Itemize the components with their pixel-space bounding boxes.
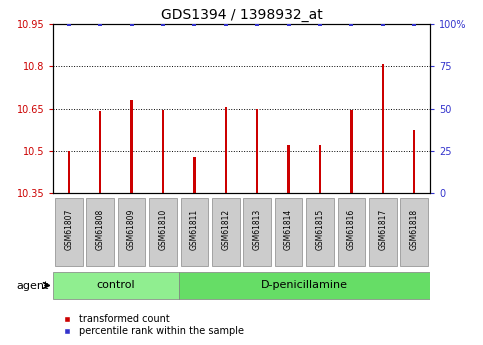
Legend: transformed count, percentile rank within the sample: transformed count, percentile rank withi… <box>53 310 248 340</box>
Text: control: control <box>97 280 135 290</box>
Point <box>285 21 293 27</box>
FancyBboxPatch shape <box>400 198 428 266</box>
FancyBboxPatch shape <box>275 198 302 266</box>
FancyBboxPatch shape <box>86 198 114 266</box>
Point <box>348 21 355 27</box>
Text: GSM61818: GSM61818 <box>410 208 419 250</box>
Text: GSM61815: GSM61815 <box>315 208 325 250</box>
Text: GSM61814: GSM61814 <box>284 208 293 250</box>
Point <box>222 21 230 27</box>
Bar <box>319 145 321 193</box>
FancyBboxPatch shape <box>338 198 365 266</box>
FancyBboxPatch shape <box>243 198 271 266</box>
Point <box>97 21 104 27</box>
Bar <box>162 110 164 193</box>
Point <box>191 21 199 27</box>
Point <box>316 21 324 27</box>
Point <box>411 21 418 27</box>
Bar <box>130 100 133 193</box>
Point <box>379 21 387 27</box>
Bar <box>413 130 415 193</box>
Point <box>128 21 135 27</box>
Text: GSM61817: GSM61817 <box>378 208 387 250</box>
Bar <box>350 110 353 193</box>
FancyBboxPatch shape <box>181 198 208 266</box>
Text: GSM61811: GSM61811 <box>190 208 199 250</box>
Text: GSM61816: GSM61816 <box>347 208 356 250</box>
Bar <box>225 107 227 193</box>
Text: GSM61812: GSM61812 <box>221 208 230 250</box>
Point <box>159 21 167 27</box>
Point <box>253 21 261 27</box>
Bar <box>382 63 384 193</box>
FancyBboxPatch shape <box>53 272 179 299</box>
Text: agent: agent <box>16 282 48 291</box>
FancyBboxPatch shape <box>369 198 397 266</box>
FancyBboxPatch shape <box>149 198 177 266</box>
FancyBboxPatch shape <box>55 198 83 266</box>
FancyBboxPatch shape <box>212 198 240 266</box>
Text: GSM61813: GSM61813 <box>253 208 262 250</box>
Point <box>65 21 73 27</box>
Title: GDS1394 / 1398932_at: GDS1394 / 1398932_at <box>161 8 322 22</box>
Bar <box>287 145 290 193</box>
Bar <box>256 109 258 193</box>
Bar <box>193 157 196 193</box>
Text: GSM61810: GSM61810 <box>158 208 168 250</box>
Bar <box>99 111 101 193</box>
FancyBboxPatch shape <box>118 198 145 266</box>
FancyBboxPatch shape <box>306 198 334 266</box>
FancyBboxPatch shape <box>179 272 430 299</box>
Text: GSM61809: GSM61809 <box>127 208 136 250</box>
Text: D-penicillamine: D-penicillamine <box>261 280 348 290</box>
Text: GSM61807: GSM61807 <box>64 208 73 250</box>
Bar <box>68 151 70 193</box>
Text: GSM61808: GSM61808 <box>96 208 105 250</box>
